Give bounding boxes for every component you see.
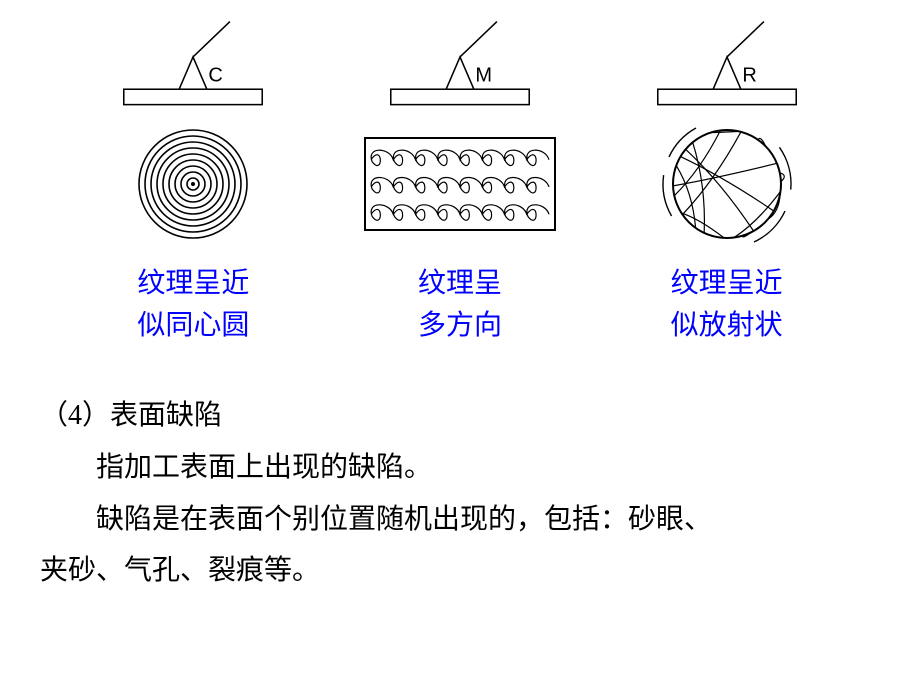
pattern-c: [83, 124, 303, 244]
symbol-c: C: [83, 20, 303, 120]
caption-r-line2: 似放射状: [671, 304, 783, 346]
pattern-r: [617, 124, 837, 244]
symbol-m: M: [350, 20, 570, 120]
symbol-r: R: [617, 20, 837, 120]
diagram-row: C 纹理呈近 似同心圆 M 纹理呈 多方向: [0, 0, 920, 346]
body-heading: （4）表面缺陷: [40, 390, 880, 442]
caption-c-line2: 似同心圆: [137, 304, 249, 346]
col-r: R 纹理呈近 似放射状: [597, 20, 857, 346]
body-p2a: 缺陷是在表面个别位置随机出现的，包括：砂眼、: [40, 494, 880, 546]
body-p1: 指加工表面上出现的缺陷。: [40, 442, 880, 494]
caption-c-line1: 纹理呈近: [137, 262, 249, 304]
col-m: M 纹理呈 多方向: [330, 20, 590, 346]
caption-c: 纹理呈近 似同心圆: [137, 262, 249, 346]
caption-m-line2: 多方向: [418, 304, 502, 346]
symbol-letter-m: M: [475, 65, 492, 87]
caption-r-line1: 纹理呈近: [671, 262, 783, 304]
body-p2b: 夹砂、气孔、裂痕等。: [40, 545, 880, 597]
caption-m-line1: 纹理呈: [418, 262, 502, 304]
surface-symbol-m: [391, 22, 529, 105]
surface-symbol-r: [657, 22, 795, 105]
body-text: （4）表面缺陷 指加工表面上出现的缺陷。 缺陷是在表面个别位置随机出现的，包括：…: [40, 390, 880, 597]
pattern-m: [350, 124, 570, 244]
col-c: C 纹理呈近 似同心圆: [63, 20, 323, 346]
caption-m: 纹理呈 多方向: [418, 262, 502, 346]
symbol-letter-c: C: [209, 65, 223, 87]
symbol-letter-r: R: [742, 65, 756, 87]
surface-symbol-c: [124, 22, 262, 105]
caption-r: 纹理呈近 似放射状: [671, 262, 783, 346]
